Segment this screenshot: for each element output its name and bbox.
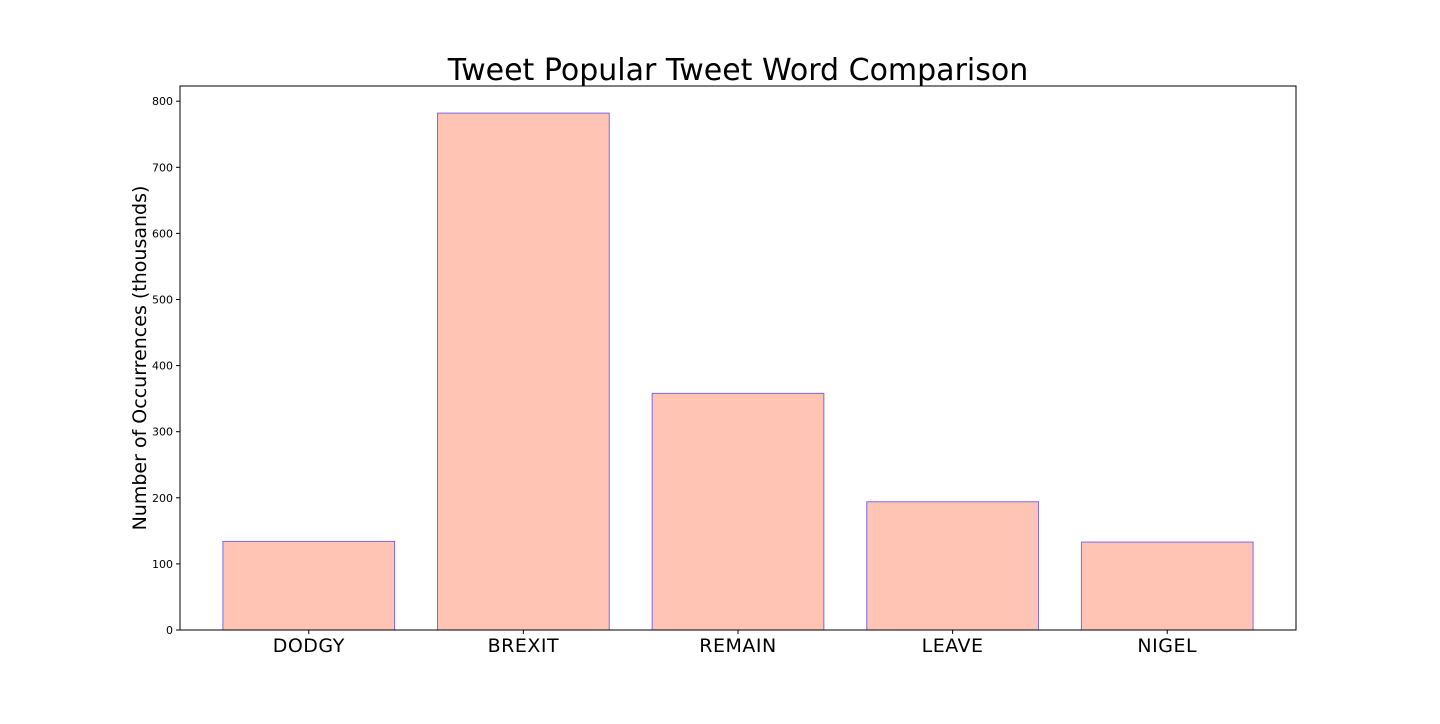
y-tick-label: 200 — [152, 492, 173, 505]
bar-dodgy — [222, 540, 396, 631]
y-tick-label: 400 — [152, 360, 173, 373]
bar-remain — [651, 392, 825, 631]
y-tick-label: 300 — [152, 426, 173, 439]
bar-nigel — [1080, 541, 1254, 631]
x-tick-label: REMAIN — [699, 635, 776, 657]
x-tick-label: DODGY — [273, 635, 345, 657]
y-axis-label: Number of Occurrences (thousands) — [129, 186, 151, 531]
y-tick-label: 100 — [152, 558, 173, 571]
x-axis: DODGY BREXIT REMAIN LEAVE NIGEL — [273, 630, 1197, 657]
bars-layer — [222, 112, 1254, 631]
x-tick-label: BREXIT — [488, 635, 559, 657]
plot-frame — [179, 85, 1297, 631]
bar-leave — [866, 501, 1039, 631]
x-tick-label: NIGEL — [1137, 635, 1197, 657]
chart-title: Tweet Popular Tweet Word Comparison — [447, 53, 1029, 88]
y-axis: 0 100 200 300 400 500 600 700 800 — [152, 95, 180, 637]
y-tick-label: 500 — [152, 294, 173, 307]
y-tick-label: 600 — [152, 227, 173, 240]
bar-brexit — [437, 112, 610, 631]
y-tick-label: 800 — [152, 95, 173, 108]
y-tick-label: 700 — [152, 161, 173, 174]
x-tick-label: LEAVE — [922, 635, 984, 657]
y-tick-label: 0 — [166, 624, 173, 637]
